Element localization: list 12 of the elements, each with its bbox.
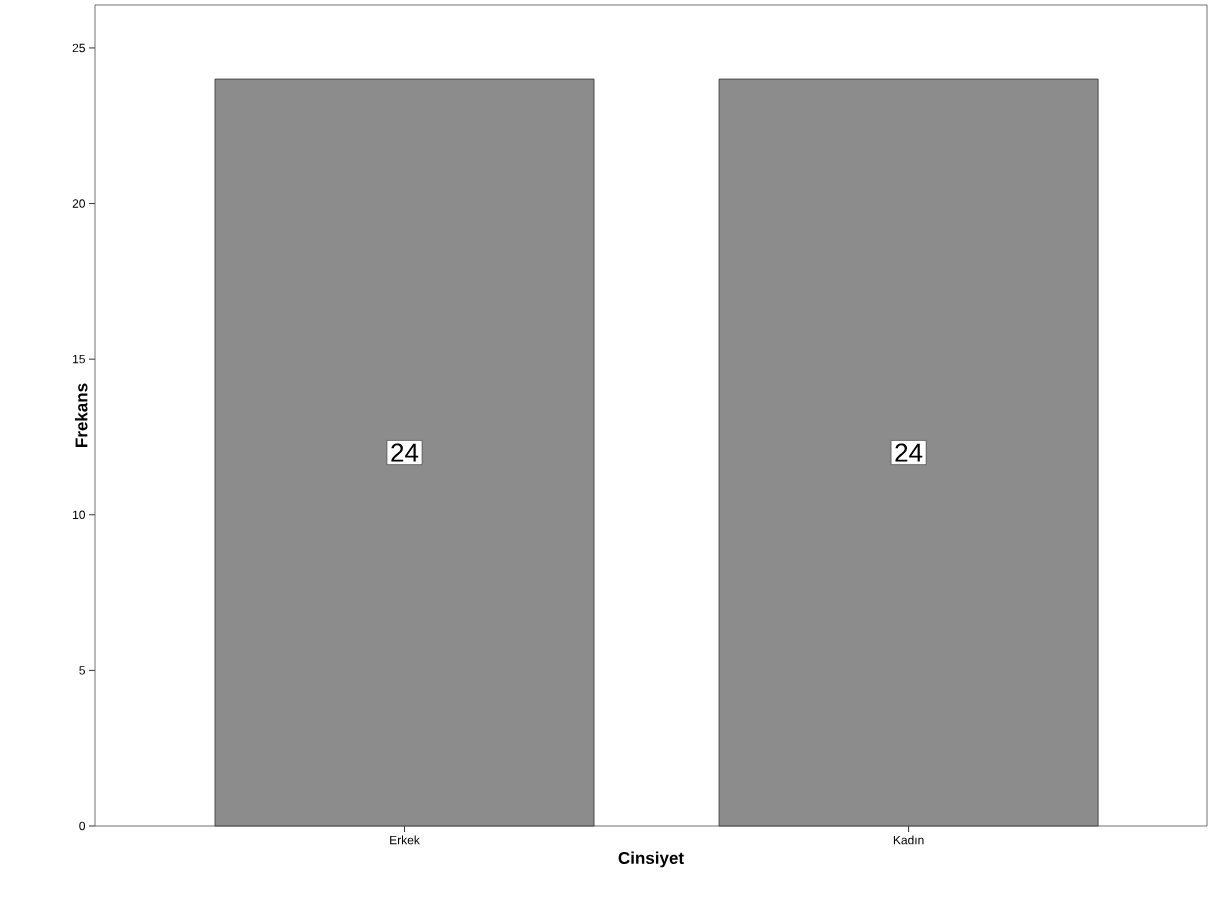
y-tick-label: 25 [72,43,85,53]
y-tick-label: 0 [79,821,86,831]
y-tick-label: 5 [79,666,85,675]
y-tick-label: 20 [72,199,86,208]
y-tick-label: 10 [73,510,86,520]
data-label: 24 [391,443,419,462]
y-tick-label: 15 [73,354,85,364]
data-label: 24 [895,443,923,462]
y-axis-title: Frekans [75,383,88,447]
x-tick-label: Kadın [893,835,924,845]
x-tick-label: Erkek [390,835,420,845]
x-axis-title: Cinsiyet [618,851,684,868]
